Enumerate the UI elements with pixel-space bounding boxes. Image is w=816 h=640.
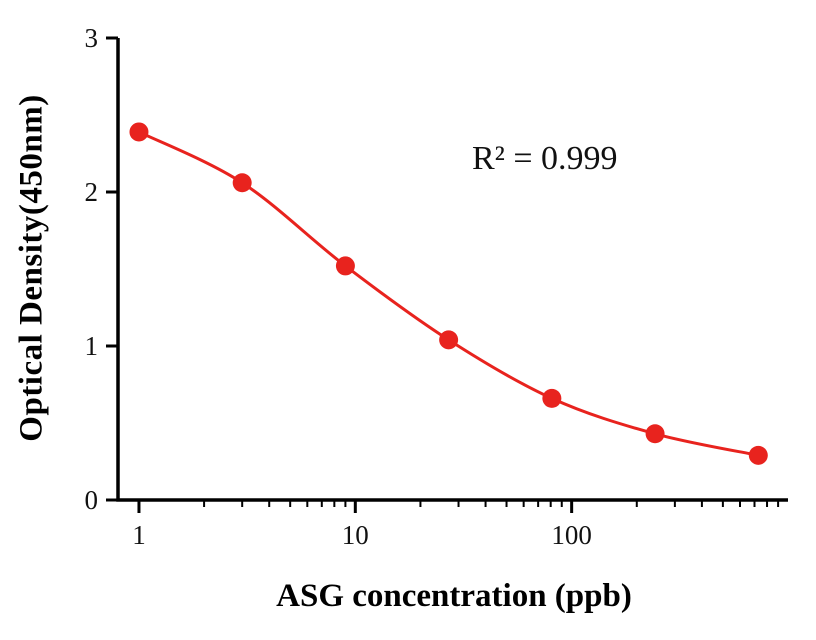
x-axis-minor-ticks <box>203 500 780 507</box>
axes <box>116 38 788 502</box>
data-point-marker <box>232 173 252 193</box>
y-tick-label: 0 <box>85 485 99 515</box>
y-tick-label: 2 <box>85 177 99 207</box>
x-axis-ticks: 1 10 100 <box>132 500 592 550</box>
y-tick-label: 3 <box>85 23 99 53</box>
y-axis-ticks: 0 1 2 3 <box>85 23 118 515</box>
data-point-marker <box>542 388 562 408</box>
fit-curve <box>138 130 759 457</box>
data-point-marker <box>129 122 149 142</box>
x-tick-label: 1 <box>132 520 146 550</box>
data-points <box>129 122 768 465</box>
data-point-marker <box>335 256 355 276</box>
y-tick-label: 1 <box>85 331 99 361</box>
x-tick-label: 10 <box>342 520 369 550</box>
data-point-marker <box>748 445 768 465</box>
data-point-marker <box>439 330 459 350</box>
data-point-marker <box>645 424 665 444</box>
x-tick-label: 100 <box>551 520 592 550</box>
r-squared-annotation: R² = 0.999 <box>472 140 618 177</box>
x-axis-title: ASG concentration (ppb) <box>276 578 632 614</box>
